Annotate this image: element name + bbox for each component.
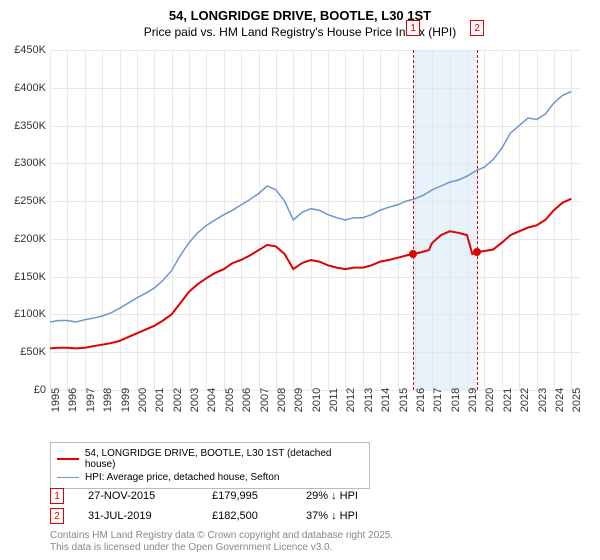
legend-text: 54, LONGRIDGE DRIVE, BOOTLE, L30 1ST (de… bbox=[85, 448, 363, 470]
plot-area: 12 bbox=[50, 50, 580, 390]
x-tick-label: 2016 bbox=[415, 388, 427, 412]
y-tick-label: £350K bbox=[14, 120, 46, 132]
y-tick-label: £450K bbox=[14, 44, 46, 56]
sale-diff: 29% ↓ HPI bbox=[306, 490, 396, 502]
x-tick-label: 2010 bbox=[311, 388, 323, 412]
x-tick-label: 2018 bbox=[450, 388, 462, 412]
x-tick-label: 2025 bbox=[571, 388, 583, 412]
y-tick-label: £250K bbox=[14, 195, 46, 207]
x-tick-label: 1996 bbox=[67, 388, 79, 412]
legend: 54, LONGRIDGE DRIVE, BOOTLE, L30 1ST (de… bbox=[50, 442, 370, 489]
y-tick-label: £300K bbox=[14, 157, 46, 169]
y-tick-label: £150K bbox=[14, 271, 46, 283]
chart-subtitle: Price paid vs. HM Land Registry's House … bbox=[0, 23, 600, 45]
x-tick-label: 2006 bbox=[241, 388, 253, 412]
marker-line bbox=[477, 50, 478, 390]
x-tick-label: 2020 bbox=[484, 388, 496, 412]
y-tick-label: £100K bbox=[14, 308, 46, 320]
legend-item: 54, LONGRIDGE DRIVE, BOOTLE, L30 1ST (de… bbox=[57, 447, 363, 471]
sale-row: 2 31-JUL-2019 £182,500 37% ↓ HPI bbox=[50, 506, 396, 526]
legend-swatch bbox=[57, 458, 79, 460]
y-tick-label: £200K bbox=[14, 233, 46, 245]
footnote: Contains HM Land Registry data © Crown c… bbox=[50, 530, 393, 554]
legend-item: HPI: Average price, detached house, Seft… bbox=[57, 471, 363, 484]
sale-price: £179,995 bbox=[212, 490, 282, 502]
series-line bbox=[50, 199, 571, 349]
sale-index: 1 bbox=[50, 488, 64, 504]
marker-line bbox=[413, 50, 414, 390]
sale-price: £182,500 bbox=[212, 510, 282, 522]
legend-text: HPI: Average price, detached house, Seft… bbox=[85, 472, 279, 483]
x-tick-label: 2000 bbox=[137, 388, 149, 412]
sales-table: 1 27-NOV-2015 £179,995 29% ↓ HPI 2 31-JUL-201… bbox=[50, 486, 396, 526]
x-tick-label: 2007 bbox=[259, 388, 271, 412]
y-axis: £0£50K£100K£150K£200K£250K£300K£350K£400… bbox=[0, 50, 50, 390]
x-tick-label: 1999 bbox=[120, 388, 132, 412]
x-tick-label: 2001 bbox=[154, 388, 166, 412]
marker-point bbox=[473, 248, 481, 256]
sale-date: 27-NOV-2015 bbox=[88, 490, 188, 502]
x-tick-label: 2019 bbox=[467, 388, 479, 412]
marker-point bbox=[409, 250, 417, 258]
x-tick-label: 2023 bbox=[537, 388, 549, 412]
x-tick-label: 2004 bbox=[206, 388, 218, 412]
sale-row: 1 27-NOV-2015 £179,995 29% ↓ HPI bbox=[50, 486, 396, 506]
chart-title: 54, LONGRIDGE DRIVE, BOOTLE, L30 1ST bbox=[0, 0, 600, 23]
marker-label: 2 bbox=[470, 20, 484, 36]
x-tick-label: 2003 bbox=[189, 388, 201, 412]
legend-swatch bbox=[57, 477, 79, 479]
marker-label: 1 bbox=[406, 20, 420, 36]
x-tick-label: 2022 bbox=[519, 388, 531, 412]
x-axis: 1995199619971998199920002001200220032004… bbox=[50, 392, 580, 442]
x-tick-label: 2005 bbox=[224, 388, 236, 412]
x-tick-label: 2008 bbox=[276, 388, 288, 412]
sale-index: 2 bbox=[50, 508, 64, 524]
y-tick-label: £50K bbox=[20, 346, 46, 358]
x-tick-label: 2009 bbox=[293, 388, 305, 412]
x-tick-label: 2012 bbox=[345, 388, 357, 412]
sale-date: 31-JUL-2019 bbox=[88, 510, 188, 522]
y-tick-label: £0 bbox=[34, 384, 46, 396]
series-line bbox=[50, 92, 571, 322]
footnote-line-1: Contains HM Land Registry data © Crown c… bbox=[50, 530, 393, 542]
x-tick-label: 1997 bbox=[85, 388, 97, 412]
x-tick-label: 1995 bbox=[50, 388, 62, 412]
footnote-line-2: This data is licensed under the Open Gov… bbox=[50, 542, 393, 554]
x-tick-label: 2013 bbox=[363, 388, 375, 412]
x-tick-label: 2015 bbox=[398, 388, 410, 412]
x-tick-label: 1998 bbox=[102, 388, 114, 412]
y-tick-label: £400K bbox=[14, 82, 46, 94]
x-tick-label: 2011 bbox=[328, 388, 340, 412]
sale-diff: 37% ↓ HPI bbox=[306, 510, 396, 522]
x-tick-label: 2024 bbox=[554, 388, 566, 412]
x-tick-label: 2021 bbox=[502, 388, 514, 412]
line-series-svg bbox=[50, 50, 580, 390]
x-tick-label: 2017 bbox=[432, 388, 444, 412]
x-tick-label: 2014 bbox=[380, 388, 392, 412]
x-tick-label: 2002 bbox=[172, 388, 184, 412]
